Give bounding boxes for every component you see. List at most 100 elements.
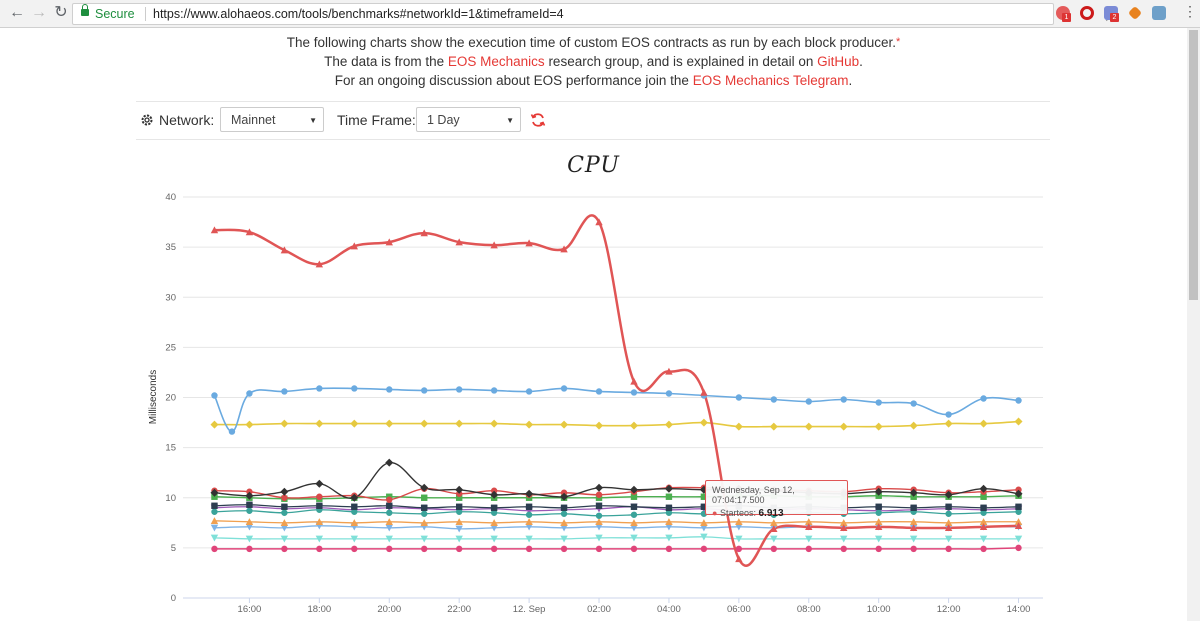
data-point-black [280,487,289,496]
data-point-blue [595,388,603,395]
data-point-yellow [385,419,394,428]
extension-icon-3[interactable] [1152,6,1166,20]
reload-icon[interactable]: ↻ [54,4,68,21]
data-point-cyan [735,535,743,543]
data-point-cyan [210,534,219,542]
data-point-starteos [315,260,324,268]
series-line-orange [214,520,1019,524]
data-point-cyan [245,535,254,543]
data-point-magenta [735,545,743,553]
back-arrow-icon[interactable]: ← [9,4,25,21]
data-point-yellow [560,420,569,429]
timeframe-select[interactable]: 1 Day ▼ [416,107,521,132]
data-point-cyan [595,534,603,542]
data-point-teal [281,509,288,516]
tooltip-date: Wednesday, Sep 12, 07:04:17.500 [712,485,795,505]
intro-line-2: The data is from the EOS Mechanics resea… [0,52,1187,71]
eos-mechanics-link[interactable]: EOS Mechanics [447,54,545,69]
y-axis-ticks: 0 5 10 15 20 25 30 35 40 [165,192,176,604]
data-point-cyan [665,534,673,542]
data-point-orange [315,518,324,526]
data-point-yellow [280,419,289,428]
data-point-blue [665,390,673,397]
data-point-navy [421,504,428,511]
data-point-starteos [979,523,988,531]
data-point-lightblue [735,523,743,531]
y-tick-label: 5 [171,543,176,554]
extension-badge-2: 2 [1110,13,1119,22]
intro-line-2-mid: research group, and is explained in deta… [544,54,818,69]
y-tick-label: 40 [165,192,176,203]
data-point-cyan [805,535,813,543]
url-text[interactable]: https://www.alohaeos.com/tools/benchmark… [153,7,564,21]
x-tick-label: 12. Sep [513,604,546,615]
chart-title: CPU [567,153,620,178]
data-point-yellow [490,419,499,428]
data-point-starteos [630,377,638,385]
scrollbar[interactable] [1187,28,1200,621]
data-point-green [455,494,463,501]
data-point-orange [805,518,813,526]
data-point-blue [945,411,952,418]
series-line-cyan [214,536,1019,540]
data-point-yellow [420,419,429,428]
x-tick-label: 16:00 [238,604,262,615]
data-point-black [560,492,569,501]
series-line-starteos [214,214,1019,568]
data-point-navy [386,502,393,509]
address-separator [145,7,146,21]
data-point-starteos [944,524,953,532]
data-point-lightblue [385,524,393,532]
data-point-magenta [281,545,288,553]
network-select[interactable]: Mainnet ▼ [220,107,324,132]
lock-icon [81,4,89,16]
data-point-blue [630,389,638,396]
data-point-black [385,458,394,467]
data-point-yellow [210,420,219,429]
data-point-blue [840,396,847,403]
menu-dots-icon[interactable]: ⋮ [1183,3,1197,19]
data-point-lightblue [525,523,533,531]
data-point-black [944,490,953,499]
telegram-link[interactable]: EOS Mechanics Telegram [692,73,849,88]
data-point-orange [874,518,883,526]
github-link[interactable]: GitHub [817,54,860,69]
data-point-black [525,489,534,498]
data-point-teal [630,511,638,518]
chevron-down-icon: ▼ [309,116,317,125]
intro-line-2-post: . [859,54,863,69]
data-point-blue [421,387,428,394]
data-point-red2 [316,493,323,500]
data-point-navy [980,504,987,511]
data-point-orange [1014,518,1023,526]
data-point-yellow [245,420,254,429]
data-point-cyan [979,535,988,543]
data-point-navy [351,503,358,510]
data-point-yellow [629,421,638,430]
data-point-red2 [281,494,288,501]
data-point-navy [560,504,568,511]
data-point-yellow [874,422,883,431]
scrollbar-thumb[interactable] [1189,30,1198,300]
data-point-teal [945,510,952,517]
refresh-icon[interactable] [530,112,546,128]
data-point-blue [980,395,987,402]
network-select-value: Mainnet [231,113,276,127]
data-point-black [245,491,254,500]
footnote-asterisk[interactable]: * [896,36,901,48]
address-bar[interactable]: Secure https://www.alohaeos.com/tools/be… [72,3,1116,25]
browser-toolbar: ← → ↻ Secure https://www.alohaeos.com/to… [0,0,1200,28]
intro-text: The following charts show the execution … [0,33,1187,90]
data-point-lightblue [630,524,638,532]
opera-icon[interactable] [1080,6,1094,20]
data-point-starteos [909,524,918,532]
data-point-green [980,493,987,500]
data-point-navy [910,504,917,511]
data-point-magenta [246,545,253,553]
data-point-orange [350,519,359,527]
data-point-cyan [315,535,324,543]
data-point-lightblue [665,523,673,531]
forward-arrow-icon[interactable]: → [31,4,47,21]
data-point-orange [944,519,953,527]
data-point-starteos [874,523,883,531]
